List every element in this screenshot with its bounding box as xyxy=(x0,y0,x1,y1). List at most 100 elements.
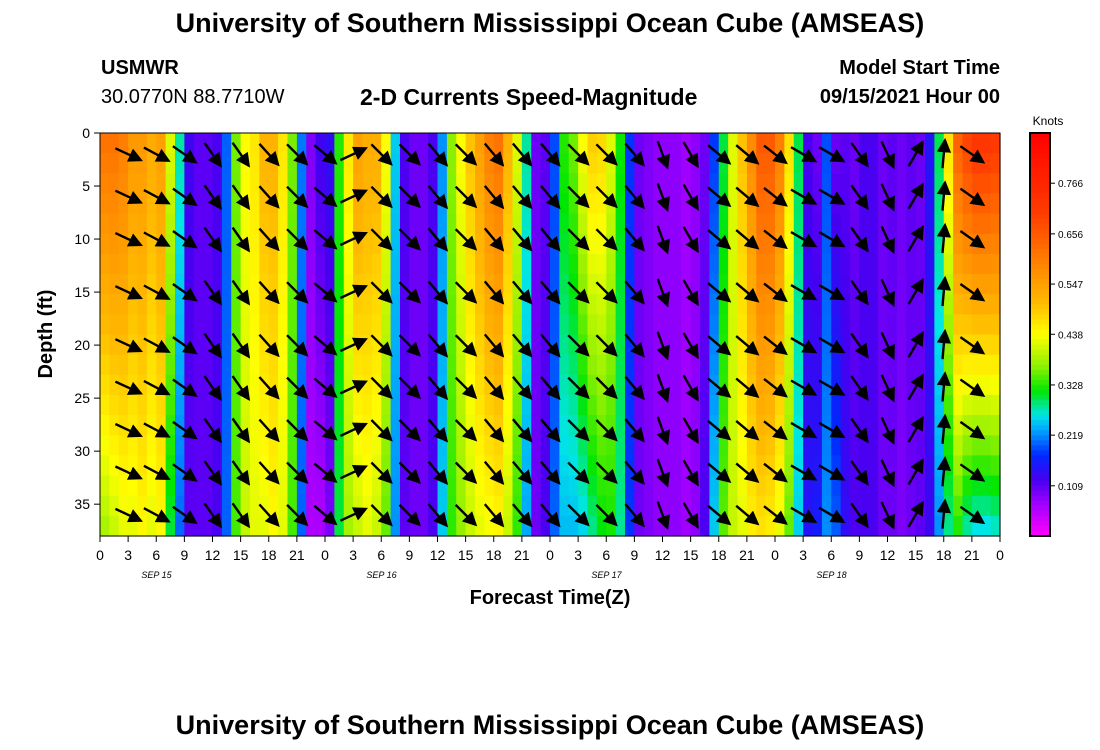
heatmap-cell xyxy=(334,334,345,356)
current-vector-arrow xyxy=(850,460,869,486)
heatmap-cell xyxy=(203,314,214,336)
heatmap-cell xyxy=(343,455,354,477)
heatmap-cell xyxy=(559,153,570,174)
heatmap-cell xyxy=(615,193,626,215)
heatmap-cell xyxy=(962,455,973,477)
heatmap-cell xyxy=(325,213,335,235)
heatmap-cell xyxy=(100,193,110,215)
heatmap-cell xyxy=(831,394,842,416)
heatmap-cell xyxy=(540,334,551,356)
heatmap-cell xyxy=(540,133,551,154)
heatmap-cell xyxy=(803,294,814,315)
heatmap-cell xyxy=(418,455,429,477)
heatmap-cell xyxy=(493,415,504,436)
colorbar-segment xyxy=(1030,218,1050,225)
colorbar-segment xyxy=(1030,495,1050,502)
heatmap-cell xyxy=(456,274,467,295)
heatmap-cell xyxy=(465,354,476,376)
current-vector-arrow xyxy=(624,185,645,210)
current-vector-arrow xyxy=(735,419,760,441)
heatmap-cell xyxy=(231,133,242,154)
heatmap-cell xyxy=(362,394,373,416)
heatmap-cell xyxy=(737,354,748,376)
heatmap-cell xyxy=(925,173,935,195)
heatmap-cell xyxy=(278,374,289,396)
heatmap-cell xyxy=(746,173,757,195)
heatmap-cell xyxy=(981,193,992,215)
heatmap-cell xyxy=(943,435,954,456)
x-axis: 0 3 6 9 12 15 18 21 0 3 6 9 12 15 18 21 0 3 6 9 12 15 18 21 0 3 6 9… xyxy=(96,536,1004,580)
heatmap-cell xyxy=(587,253,598,275)
heatmap-cell xyxy=(615,314,626,336)
heatmap-cell xyxy=(343,274,354,295)
current-vector-arrow xyxy=(735,144,760,165)
heatmap-cell xyxy=(596,294,607,315)
heatmap-cell xyxy=(615,374,626,396)
heatmap-cell xyxy=(503,314,514,336)
heatmap-cell xyxy=(325,294,335,315)
heatmap-cell xyxy=(100,354,110,376)
heatmap-cell xyxy=(362,435,373,456)
heatmap-cell xyxy=(981,173,992,195)
heatmap-cell xyxy=(690,274,701,295)
heatmap-cell xyxy=(925,475,935,497)
heatmap-cell xyxy=(934,334,945,356)
heatmap-cell xyxy=(240,274,251,295)
heatmap-cell xyxy=(990,455,1001,477)
heatmap-cell xyxy=(446,314,457,336)
heatmap-cell xyxy=(568,133,579,154)
heatmap-cell xyxy=(128,274,139,295)
heatmap-cell xyxy=(184,515,195,537)
heatmap-cell xyxy=(203,253,214,275)
heatmap-cell xyxy=(653,515,664,537)
heatmap-cell xyxy=(821,193,832,215)
heatmap-cell xyxy=(775,274,785,295)
heatmap-cell xyxy=(606,495,617,517)
heatmap-cell xyxy=(634,133,645,154)
heatmap-cell xyxy=(400,253,410,275)
heatmap-cell xyxy=(943,193,954,215)
heatmap-cell xyxy=(756,274,767,295)
heatmap-cell xyxy=(953,253,964,275)
current-vector-arrow xyxy=(114,465,143,480)
current-vector-arrow xyxy=(763,187,788,207)
heatmap-cell xyxy=(868,455,879,477)
heatmap-cell xyxy=(793,133,804,154)
current-vector-arrow xyxy=(454,419,478,442)
heatmap-cell xyxy=(465,133,476,154)
heatmap-cell xyxy=(925,274,935,295)
heatmap-cell xyxy=(925,213,935,235)
heatmap-cell xyxy=(428,314,439,336)
heatmap-cell xyxy=(418,133,429,154)
heatmap-cell xyxy=(643,455,654,477)
heatmap-cell xyxy=(821,455,832,477)
current-vector-arrow xyxy=(258,142,280,167)
heatmap-cell xyxy=(896,495,907,517)
current-vector-arrow xyxy=(959,505,986,525)
heatmap-cell xyxy=(709,475,720,497)
heatmap-cell xyxy=(259,495,270,517)
heatmap-cell xyxy=(634,314,645,336)
heatmap-cell xyxy=(728,274,739,295)
heatmap-cell xyxy=(596,253,607,275)
heatmap-cell xyxy=(175,274,185,295)
x-tick-label: 21 xyxy=(964,547,980,563)
current-vector-arrow xyxy=(656,140,670,170)
heatmap-cell xyxy=(971,435,982,456)
heatmap-cell xyxy=(765,274,776,295)
current-vector-arrow xyxy=(398,143,421,166)
heatmap-cell xyxy=(315,475,326,497)
heatmap-cell xyxy=(868,193,879,215)
x-tick-label: 18 xyxy=(261,547,277,563)
colorbar-unit: Knots xyxy=(1033,114,1064,128)
current-vector-arrow xyxy=(258,503,280,527)
heatmap-cell xyxy=(212,435,223,456)
current-vector-arrow xyxy=(880,501,895,530)
current-vector-arrow xyxy=(511,503,533,528)
heatmap-cell xyxy=(343,515,354,537)
model-start-label: Model Start Time xyxy=(839,57,1000,79)
colorbar-segment xyxy=(1030,465,1050,472)
current-vector-arrow xyxy=(398,504,421,527)
heatmap-cell xyxy=(981,233,992,255)
heatmap-cell xyxy=(662,133,673,154)
